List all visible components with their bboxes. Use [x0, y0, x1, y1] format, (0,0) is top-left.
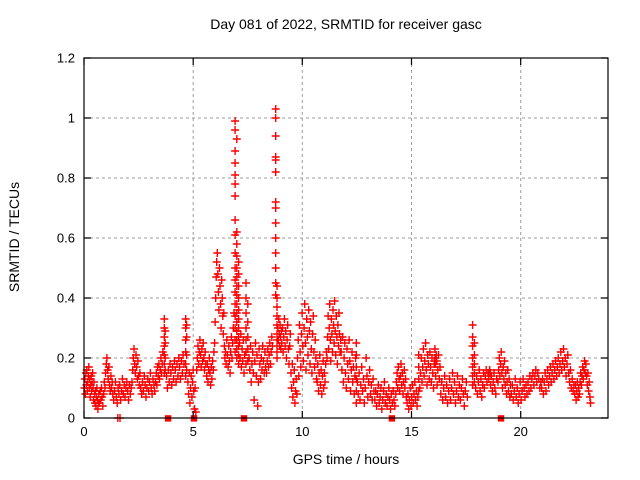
y-tick-label: 0.6: [57, 231, 75, 246]
y-tick-label: 0.8: [57, 171, 75, 186]
y-tick-label: 0: [68, 411, 75, 426]
y-tick-label: 1.2: [57, 51, 75, 66]
x-tick-label: 15: [404, 424, 418, 439]
axis-ticks: [83, 57, 608, 419]
chart-title: Day 081 of 2022, SRMTID for receiver gas…: [210, 16, 482, 32]
x-axis-label: GPS time / hours: [292, 451, 400, 467]
y-tick-label: 0.4: [57, 291, 75, 306]
gridlines: [84, 58, 608, 418]
x-tick-label: 0: [80, 424, 87, 439]
x-tick-label: 20: [513, 424, 527, 439]
x-tick-label: 10: [295, 424, 309, 439]
scatter-points: [80, 105, 595, 422]
x-tick-label: 5: [190, 424, 197, 439]
y-tick-label: 1: [68, 111, 75, 126]
y-tick-label: 0.2: [57, 351, 75, 366]
tick-labels: 0 5 10 15 20 0 0.2 0.4 0.6 0.8 1 1.2: [57, 51, 528, 440]
